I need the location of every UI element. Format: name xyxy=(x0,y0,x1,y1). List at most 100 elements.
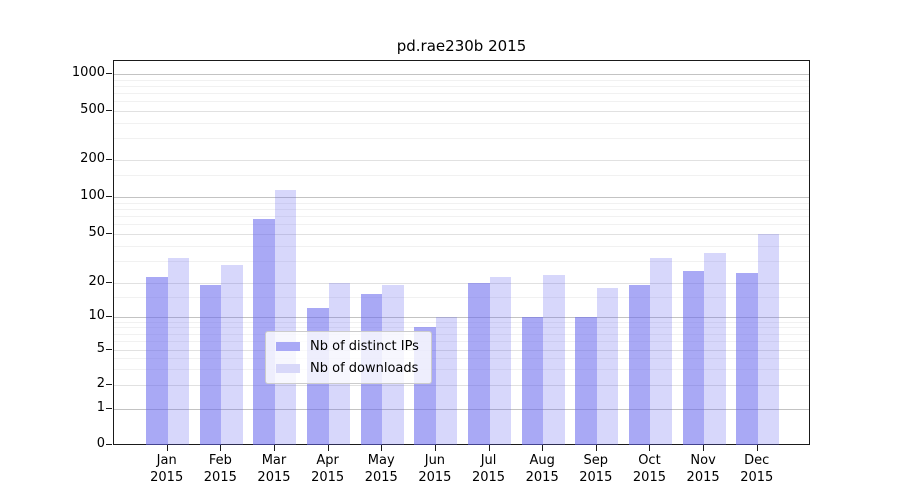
x-tick-mark xyxy=(595,445,597,451)
y-tick-label: 500 xyxy=(80,102,105,117)
bar-distinct-ips xyxy=(628,285,651,445)
bar-distinct-ips xyxy=(682,270,705,445)
bar-downloads xyxy=(543,275,565,445)
x-tick-mark xyxy=(488,445,490,451)
y-gridline xyxy=(114,216,809,218)
bar-downloads xyxy=(489,277,512,445)
y-tick-mark xyxy=(106,233,112,234)
legend-label: Nb of downloads xyxy=(310,361,419,376)
x-tick-mark xyxy=(220,445,222,451)
x-tick-mark xyxy=(273,445,275,451)
bar-downloads xyxy=(650,257,672,445)
x-tick-label: Mar 2015 xyxy=(257,453,291,485)
x-tick-label: Dec 2015 xyxy=(740,453,774,485)
legend-label: Nb of distinct IPs xyxy=(310,339,419,354)
x-tick-mark xyxy=(166,445,168,451)
y-tick-mark xyxy=(106,444,112,445)
y-gridline xyxy=(114,74,809,76)
y-gridline xyxy=(114,160,809,161)
y-tick-label: 5 xyxy=(96,340,105,356)
x-tick-mark xyxy=(703,445,705,451)
y-gridline xyxy=(114,101,809,103)
x-tick-label: May 2015 xyxy=(364,453,398,485)
y-tick-mark xyxy=(106,73,112,75)
bar-downloads xyxy=(167,257,190,445)
bar-distinct-ips xyxy=(253,219,275,445)
y-gridline xyxy=(114,197,809,198)
x-tick-label: Feb 2015 xyxy=(203,453,237,485)
y-tick-label: 50 xyxy=(88,225,105,240)
y-tick-label: 2 xyxy=(96,375,105,391)
bar-downloads xyxy=(704,252,726,445)
bar-distinct-ips xyxy=(521,317,544,445)
y-gridline xyxy=(114,317,809,318)
y-gridline xyxy=(114,333,809,335)
y-gridline xyxy=(114,296,809,298)
y-gridline xyxy=(114,384,809,386)
y-tick-mark xyxy=(106,348,112,350)
y-gridline xyxy=(114,245,809,247)
y-tick-mark xyxy=(106,316,112,317)
y-tick-mark xyxy=(106,383,112,385)
y-gridline xyxy=(114,86,809,88)
bar-distinct-ips xyxy=(468,282,490,445)
x-tick-label: Jun 2015 xyxy=(418,453,452,485)
x-tick-label: Jul 2015 xyxy=(471,453,506,485)
y-gridline xyxy=(114,175,809,177)
y-gridline xyxy=(114,208,809,210)
bar-downloads xyxy=(757,234,780,445)
y-gridline xyxy=(114,261,809,263)
x-tick-mark xyxy=(434,445,436,451)
y-tick-mark xyxy=(106,196,112,197)
y-gridline xyxy=(114,93,809,95)
y-tick-label: 100 xyxy=(80,188,105,203)
y-gridline xyxy=(114,349,809,351)
y-tick-label: 0 xyxy=(96,436,105,451)
y-tick-mark xyxy=(106,110,112,111)
x-tick-mark xyxy=(649,445,651,451)
y-gridline xyxy=(114,122,809,124)
bar-downloads xyxy=(435,317,458,445)
legend-entry: Nb of downloads xyxy=(276,361,419,376)
y-gridline xyxy=(114,369,809,370)
y-tick-mark xyxy=(106,159,112,160)
bar-downloads xyxy=(274,190,297,445)
bar-distinct-ips xyxy=(736,272,758,445)
y-gridline xyxy=(114,234,809,235)
bar-distinct-ips xyxy=(199,285,222,445)
x-tick-label: Oct 2015 xyxy=(632,453,666,485)
legend: Nb of distinct IPs Nb of downloads xyxy=(265,331,432,384)
y-gridline xyxy=(114,224,809,226)
y-gridline xyxy=(114,358,809,360)
x-tick-label: Apr 2015 xyxy=(311,453,345,485)
plot-area xyxy=(113,60,810,445)
chart-title: pd.rae230b 2015 xyxy=(396,37,527,55)
legend-swatch-distinct-ips xyxy=(276,342,300,351)
y-gridline xyxy=(114,409,809,410)
x-tick-label: Sep 2015 xyxy=(579,453,613,485)
y-tick-label: 1000 xyxy=(71,65,105,81)
y-tick-mark xyxy=(106,281,112,283)
x-tick-label: Aug 2015 xyxy=(525,453,559,485)
bar-downloads xyxy=(221,264,243,445)
legend-swatch-downloads xyxy=(276,364,300,373)
x-tick-label: Nov 2015 xyxy=(686,453,720,485)
x-tick-label: Jan 2015 xyxy=(150,453,184,485)
y-gridline xyxy=(114,79,809,81)
x-tick-mark xyxy=(327,445,329,451)
y-gridline xyxy=(114,202,809,204)
x-tick-mark xyxy=(756,445,758,451)
y-gridline xyxy=(114,327,809,329)
x-tick-mark xyxy=(542,445,544,451)
y-gridline xyxy=(114,138,809,140)
bar-distinct-ips xyxy=(146,277,168,445)
legend-entry: Nb of distinct IPs xyxy=(276,339,419,354)
y-gridline xyxy=(114,282,809,284)
y-gridline xyxy=(114,321,809,323)
bar-downloads xyxy=(596,287,619,445)
y-tick-label: 200 xyxy=(80,151,105,166)
y-tick-label: 20 xyxy=(88,273,105,289)
y-tick-mark xyxy=(106,408,112,409)
y-tick-label: 10 xyxy=(88,308,105,323)
